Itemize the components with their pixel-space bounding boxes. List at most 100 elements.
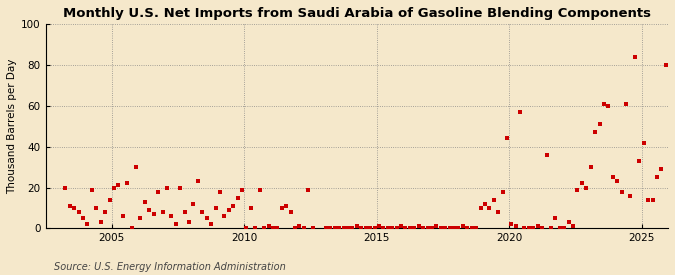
Point — [135, 216, 146, 221]
Point — [373, 224, 384, 229]
Point — [458, 224, 468, 229]
Point — [78, 216, 88, 221]
Point — [431, 224, 441, 229]
Point — [489, 198, 500, 202]
Point — [396, 224, 406, 229]
Point — [210, 206, 221, 210]
Y-axis label: Thousand Barrels per Day: Thousand Barrels per Day — [7, 59, 17, 194]
Point — [630, 54, 641, 59]
Point — [541, 153, 552, 157]
Point — [171, 222, 182, 227]
Point — [333, 226, 344, 231]
Point — [82, 222, 93, 227]
Point — [140, 200, 151, 204]
Point — [91, 206, 102, 210]
Point — [444, 226, 455, 231]
Point — [510, 224, 521, 229]
Point — [254, 187, 265, 192]
Point — [153, 189, 163, 194]
Point — [533, 224, 543, 229]
Point — [572, 187, 583, 192]
Point — [550, 216, 561, 221]
Point — [74, 210, 84, 214]
Point — [281, 204, 292, 208]
Point — [470, 226, 481, 231]
Point — [65, 204, 76, 208]
Point — [519, 226, 530, 231]
Point — [409, 226, 420, 231]
Point — [144, 208, 155, 212]
Point — [524, 226, 535, 231]
Point — [246, 206, 256, 210]
Point — [497, 189, 508, 194]
Point — [192, 179, 203, 184]
Point — [568, 224, 578, 229]
Point — [661, 63, 672, 67]
Point — [621, 101, 632, 106]
Point — [466, 226, 477, 231]
Point — [60, 185, 71, 190]
Point — [462, 226, 472, 231]
Point — [391, 226, 402, 231]
Point — [643, 198, 653, 202]
Point — [126, 226, 137, 231]
Point — [576, 181, 587, 186]
Point — [321, 226, 331, 231]
Point — [237, 187, 248, 192]
Point — [439, 226, 450, 231]
Point — [201, 216, 212, 221]
Point — [241, 226, 252, 231]
Point — [378, 226, 389, 231]
Point — [122, 181, 132, 186]
Point — [479, 202, 490, 206]
Point — [86, 187, 97, 192]
Point — [100, 210, 111, 214]
Point — [555, 226, 566, 231]
Point — [188, 202, 199, 206]
Point — [290, 226, 300, 231]
Point — [427, 226, 437, 231]
Point — [506, 222, 516, 227]
Point — [608, 175, 618, 180]
Point — [272, 226, 283, 231]
Text: Source: U.S. Energy Information Administration: Source: U.S. Energy Information Administ… — [54, 262, 286, 272]
Point — [612, 179, 622, 184]
Point — [166, 214, 177, 218]
Point — [528, 226, 539, 231]
Point — [227, 204, 238, 208]
Point — [184, 220, 194, 224]
Point — [113, 183, 124, 188]
Point — [356, 226, 367, 231]
Point — [307, 226, 318, 231]
Point — [383, 226, 394, 231]
Point — [435, 226, 446, 231]
Point — [537, 226, 547, 231]
Point — [404, 226, 415, 231]
Point — [298, 226, 309, 231]
Point — [219, 214, 230, 218]
Point — [625, 194, 636, 198]
Point — [639, 140, 649, 145]
Point — [585, 165, 596, 169]
Point — [267, 226, 278, 231]
Point — [69, 206, 80, 210]
Point — [656, 167, 667, 171]
Point — [364, 226, 375, 231]
Point — [413, 224, 424, 229]
Point — [360, 226, 371, 231]
Point — [329, 226, 340, 231]
Point — [286, 210, 296, 214]
Point — [232, 196, 243, 200]
Point — [515, 110, 526, 114]
Point — [475, 206, 486, 210]
Point — [581, 185, 592, 190]
Point — [502, 136, 512, 141]
Point — [303, 187, 314, 192]
Point — [259, 226, 269, 231]
Point — [157, 210, 168, 214]
Point — [559, 226, 570, 231]
Point — [343, 226, 354, 231]
Point — [180, 210, 190, 214]
Point — [215, 189, 225, 194]
Point — [294, 224, 304, 229]
